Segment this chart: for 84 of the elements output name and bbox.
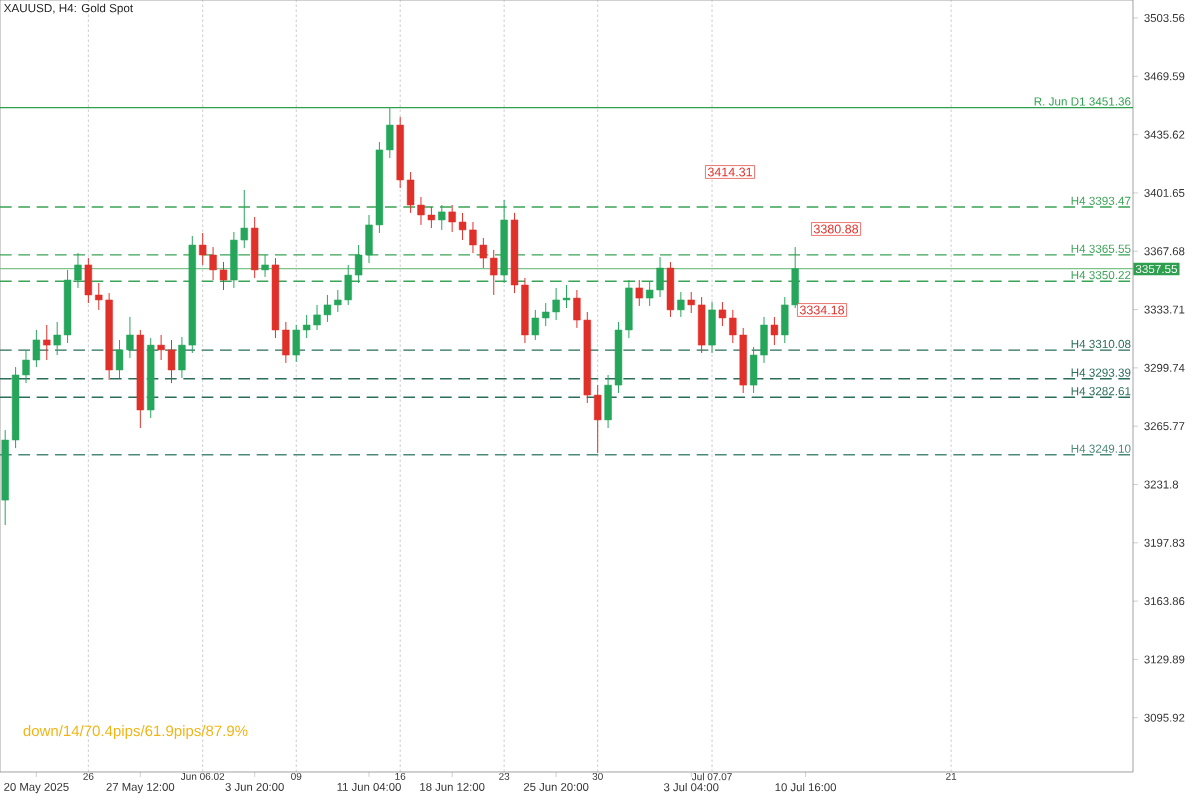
candlestick	[302, 314, 311, 339]
x-tick-label: 23	[499, 772, 510, 780]
candlestick	[354, 244, 363, 284]
x-tick-label: 11 Jun 04:00	[337, 782, 401, 791]
candlestick	[458, 212, 467, 241]
ref-line-label: H4 3310.08	[1071, 339, 1131, 349]
x-tick-label: 09	[291, 772, 302, 780]
candlestick	[240, 189, 248, 249]
y-tick-label: 3333.71	[1144, 305, 1185, 314]
text: 3357.55	[1135, 264, 1178, 274]
x-tick-label: 30	[592, 772, 603, 780]
ref-line-label: H4 3393.47	[1071, 196, 1131, 205]
candlestick	[656, 256, 664, 298]
candlestick	[687, 291, 695, 314]
candlestick	[219, 261, 228, 291]
candlestick	[261, 254, 269, 278]
y-tick-label: 3095.92	[1144, 713, 1185, 722]
candlestick	[417, 196, 425, 226]
candlestick	[95, 282, 103, 311]
ref-line-label: H4 3293.39	[1071, 368, 1131, 377]
candlestick	[531, 309, 540, 341]
candlestick	[469, 221, 477, 254]
ref-line-label: H4 3350.22	[1071, 270, 1131, 280]
candlestick	[438, 204, 446, 231]
x-tick-label: 20 May 2025	[4, 782, 69, 794]
candlestick	[74, 252, 82, 289]
candlestick	[199, 232, 207, 266]
x-tick-label: 3 Jul 04:00	[663, 782, 719, 792]
candlestick	[427, 206, 436, 229]
candlestick	[313, 304, 321, 331]
annotation: 3334.18	[799, 305, 845, 315]
candlestick	[334, 289, 342, 313]
ref-line-label: R. Jun D1 3451.36	[1034, 97, 1131, 106]
x-tick-label: 25 Jun 20:00	[523, 782, 589, 791]
candlestick	[573, 289, 581, 329]
ref-line-label: H4 3365.55	[1071, 244, 1131, 253]
x-tick-label: 16	[395, 772, 406, 780]
candlestick	[562, 284, 571, 309]
y-tick-label: 3129.89	[1144, 655, 1185, 664]
x-tick-label: 18 Jun 12:00	[420, 782, 485, 791]
candlestick	[43, 324, 51, 361]
y-tick-label: 3163.86	[1144, 597, 1185, 606]
candlestick	[490, 249, 498, 296]
candlestick	[448, 204, 456, 233]
y-tick-label: 3231.8	[1144, 480, 1179, 489]
annotation: down/14/70.4pips/61.9pips/87.9%	[23, 725, 248, 740]
x-tick-label: 27 May 12:00	[106, 782, 175, 794]
ref-line-label: H4 3282.61	[1071, 387, 1131, 396]
y-tick-label: 3299.74	[1144, 363, 1185, 372]
candlestick	[770, 316, 779, 346]
x-tick-label: 21	[946, 772, 957, 780]
candlestick	[729, 309, 737, 344]
candlestick	[157, 334, 165, 361]
candlestick	[32, 329, 41, 368]
candlestick	[645, 281, 654, 307]
y-tick-label: 3265.77	[1144, 422, 1185, 431]
y-tick-label: 3435.62	[1144, 130, 1185, 139]
y-tick-label: 3469.59	[1144, 72, 1185, 81]
ref-line-label: H4 3249.10	[1071, 444, 1131, 453]
x-tick-label: Jul 07.07	[691, 772, 732, 781]
candlestick	[542, 302, 550, 327]
candlestick	[479, 237, 488, 269]
candlestick	[22, 349, 30, 384]
x-tick-label: 3 Jun 20:00	[225, 782, 284, 791]
candlestick	[126, 316, 134, 359]
candlestick	[323, 294, 332, 323]
chart-title: XAUUSD, H4: Gold Spot	[3, 3, 134, 15]
x-tick-label: 26	[83, 772, 94, 780]
candlestick	[167, 339, 176, 384]
candlestick	[53, 321, 61, 356]
candlestick	[635, 279, 643, 307]
annotation: 3414.31	[707, 167, 752, 177]
candlestick	[718, 301, 727, 327]
candlestick	[677, 291, 685, 318]
candlestick	[552, 287, 560, 321]
candlestick	[115, 339, 124, 379]
y-tick-label: 3197.83	[1144, 538, 1185, 547]
y-tick-label: 3367.68	[1144, 247, 1185, 256]
y-tick-label: 3401.65	[1144, 188, 1185, 197]
y-tick-label: 3503.56	[1144, 13, 1185, 22]
annotation: 3380.88	[813, 224, 859, 234]
candlestick	[209, 246, 217, 281]
x-tick-label: Jun 06.02	[180, 772, 225, 780]
x-tick-label: 10 Jul 16:00	[775, 782, 836, 792]
